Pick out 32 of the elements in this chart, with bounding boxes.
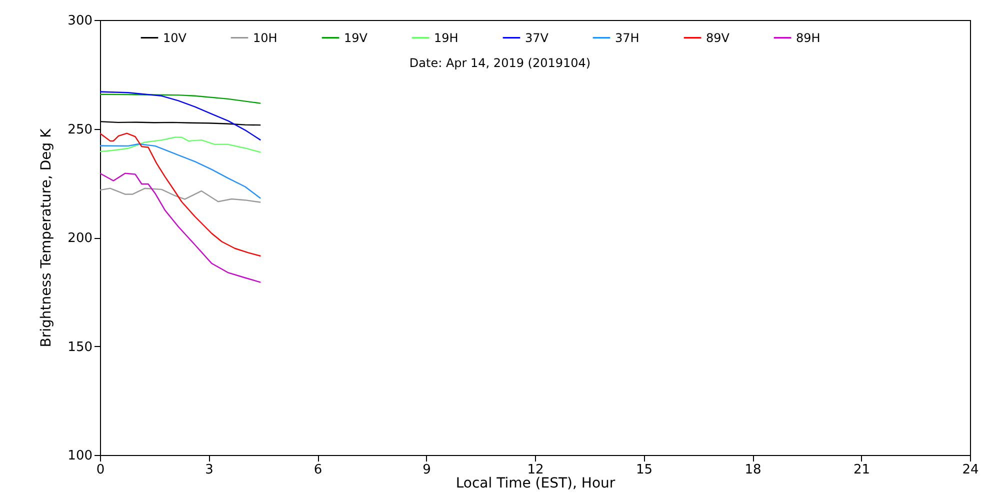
line-series [100, 143, 262, 199]
legend-label: 19V [344, 30, 368, 45]
legend-label: 19H [434, 30, 458, 45]
y-tick-label: 100 [68, 448, 92, 464]
annotation: Date: Apr 14, 2019 (2019104) [409, 56, 591, 70]
x-axis-title: Local Time (EST), Hour [456, 476, 616, 492]
y-tick-label: 150 [68, 340, 92, 355]
y-tick-label: 250 [68, 122, 92, 138]
legend-label: 10V [163, 30, 188, 45]
legend-label: 37V [525, 30, 550, 45]
legend-label: 37H [615, 30, 640, 45]
line-series [100, 136, 262, 153]
x-tick-label: 6 [314, 462, 322, 478]
x-tick-label: 3 [205, 462, 214, 478]
line-series [100, 132, 262, 257]
y-tick-label: 300 [68, 14, 92, 28]
x-tick-label: 21 [853, 462, 870, 478]
legend-label: 89V [706, 30, 730, 45]
line-series [100, 91, 262, 141]
x-tick-label: 9 [422, 462, 431, 478]
line-series [100, 94, 262, 104]
x-tick-label: 18 [744, 462, 762, 478]
y-tick-label: 200 [68, 231, 92, 246]
legend-label: 89H [796, 30, 820, 45]
legend-label: 10H [253, 30, 278, 45]
x-tick-label: 24 [962, 462, 979, 478]
line-series [100, 172, 262, 283]
x-tick-label: 12 [527, 462, 544, 478]
line-series [100, 188, 262, 203]
x-tick-label: 0 [96, 462, 105, 478]
x-tick-label: 15 [636, 462, 653, 478]
y-axis-title: Brightness Temperature, Deg K [38, 128, 55, 348]
